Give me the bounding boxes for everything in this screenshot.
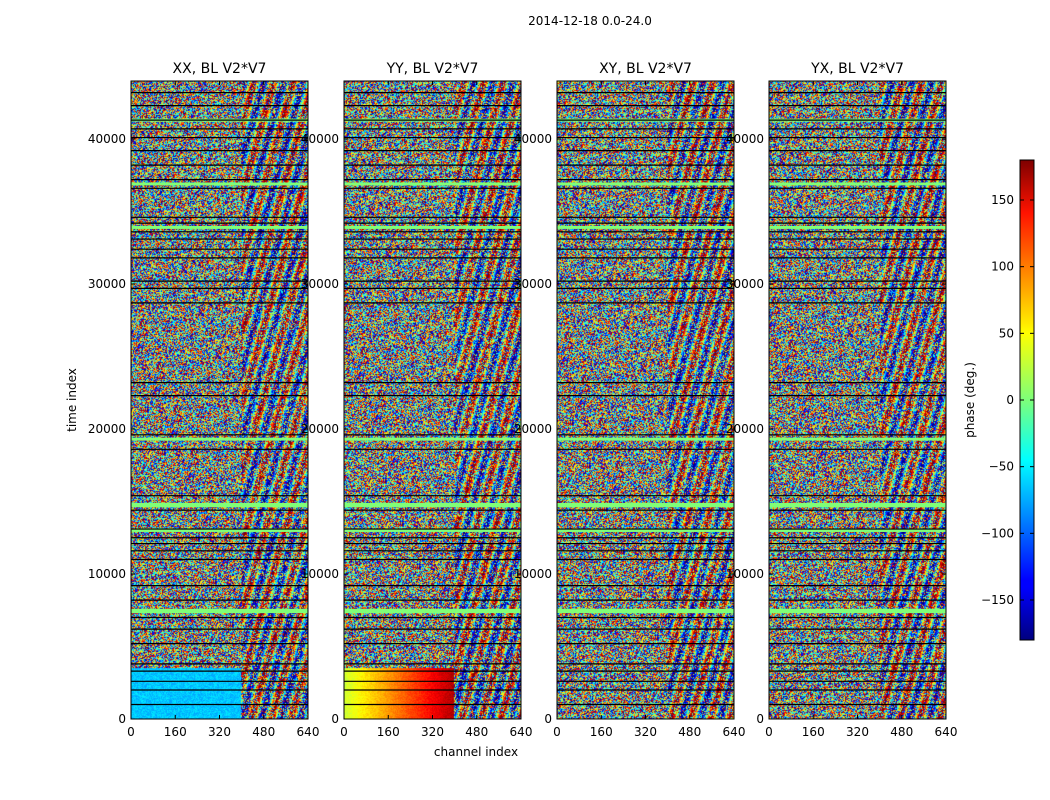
colorbar-tick-label: 50	[999, 326, 1014, 340]
y-tick-label: 30000	[301, 277, 339, 291]
y-tick-label: 40000	[514, 132, 552, 146]
y-tick-label: 10000	[301, 567, 339, 581]
y-tick-label: 0	[331, 712, 339, 726]
panel-yy: YY, BL V2*V7 0 160 320 480 640 0 10000 20000 3000…	[301, 61, 533, 739]
colorbar-tick-label: −100	[981, 526, 1014, 540]
y-tick-label: 20000	[514, 422, 552, 436]
y-axis-label: time index	[65, 368, 79, 432]
flagged-band	[557, 437, 734, 441]
y-tick-label: 40000	[726, 132, 764, 146]
flagged-band	[344, 437, 521, 441]
x-tick-label: 160	[164, 725, 187, 739]
y-tick-label: 30000	[88, 277, 126, 291]
panel-xy: XY, BL V2*V7 0 160 320 480 640 0 10000 20000 3000…	[514, 61, 746, 739]
flagged-band	[344, 502, 521, 508]
flagged-band	[131, 437, 308, 441]
y-tick-label: 30000	[726, 277, 764, 291]
y-tick-label: 0	[544, 712, 552, 726]
x-tick-label: 0	[553, 725, 561, 739]
x-tick-label: 640	[297, 725, 320, 739]
x-tick-label: 160	[590, 725, 613, 739]
flagged-band	[769, 502, 946, 508]
flagged-band	[557, 182, 734, 186]
x-tick-label: 320	[846, 725, 869, 739]
flagged-band	[557, 502, 734, 508]
panel-xx: XX, BL V2*V7 0 160 320 480 640 0 10000 20000 3000…	[88, 61, 320, 739]
colorbar-tick-label: −150	[981, 593, 1014, 607]
x-tick-label: 320	[634, 725, 657, 739]
figure-suptitle: 2014-12-18 0.0-24.0	[528, 14, 652, 28]
flagged-band	[769, 182, 946, 186]
flagged-band	[769, 529, 946, 532]
x-axis-label: channel index	[434, 745, 518, 759]
x-tick-label: 0	[127, 725, 135, 739]
x-tick-label: 0	[765, 725, 773, 739]
y-tick-label: 30000	[514, 277, 552, 291]
panel-title: XX, BL V2*V7	[173, 61, 267, 77]
panel-title: YY, BL V2*V7	[386, 61, 479, 77]
x-tick-label: 320	[208, 725, 231, 739]
x-tick-label: 480	[890, 725, 913, 739]
phase-image	[769, 81, 946, 719]
phase-image	[557, 81, 734, 719]
flagged-band	[344, 226, 521, 229]
x-tick-label: 160	[377, 725, 400, 739]
y-tick-label: 20000	[726, 422, 764, 436]
flagged-band	[131, 226, 308, 229]
phase-image	[131, 81, 308, 719]
colorbar-tick-label: −50	[989, 460, 1014, 474]
colorbar: 150 100 50 0 −50 −100 −150 phase (deg.)	[963, 159, 1035, 641]
panel-yx: YX, BL V2*V7 0 160 320 480 640 0 10000 20000 3000…	[726, 61, 958, 739]
phase-image	[344, 81, 521, 719]
flagged-band	[557, 529, 734, 532]
y-tick-label: 10000	[88, 567, 126, 581]
flagged-band	[769, 226, 946, 229]
x-tick-label: 480	[465, 725, 488, 739]
flagged-band	[557, 226, 734, 229]
y-tick-label: 40000	[88, 132, 126, 146]
x-tick-label: 480	[252, 725, 275, 739]
flagged-band	[344, 182, 521, 186]
panels-layer: XX, BL V2*V7 0 160 320 480 640 0 10000 20000 3000…	[88, 61, 958, 739]
flagged-band	[131, 502, 308, 508]
flagged-band	[769, 437, 946, 441]
y-tick-label: 40000	[301, 132, 339, 146]
flagged-band	[131, 608, 308, 614]
y-tick-label: 10000	[726, 567, 764, 581]
flagged-band	[557, 608, 734, 614]
colorbar-tick-label: 150	[991, 193, 1014, 207]
colorbar-tick-label: 0	[1006, 393, 1014, 407]
y-tick-label: 0	[756, 712, 764, 726]
y-tick-label: 20000	[88, 422, 126, 436]
flagged-band	[131, 529, 308, 532]
colorbar-label: phase (deg.)	[963, 362, 977, 438]
x-tick-label: 640	[935, 725, 958, 739]
flagged-band	[769, 608, 946, 614]
y-tick-label: 0	[118, 712, 126, 726]
x-tick-label: 0	[340, 725, 348, 739]
flagged-band	[131, 182, 308, 186]
flagged-band	[344, 529, 521, 532]
panel-title: YX, BL V2*V7	[810, 61, 904, 77]
flagged-band	[344, 608, 521, 614]
x-tick-label: 640	[510, 725, 533, 739]
colorbar-tick-label: 100	[991, 260, 1014, 274]
y-tick-label: 20000	[301, 422, 339, 436]
panel-title: XY, BL V2*V7	[599, 61, 692, 77]
x-tick-label: 480	[678, 725, 701, 739]
y-tick-label: 10000	[514, 567, 552, 581]
x-tick-label: 320	[421, 725, 444, 739]
x-tick-label: 640	[723, 725, 746, 739]
x-tick-label: 160	[802, 725, 825, 739]
